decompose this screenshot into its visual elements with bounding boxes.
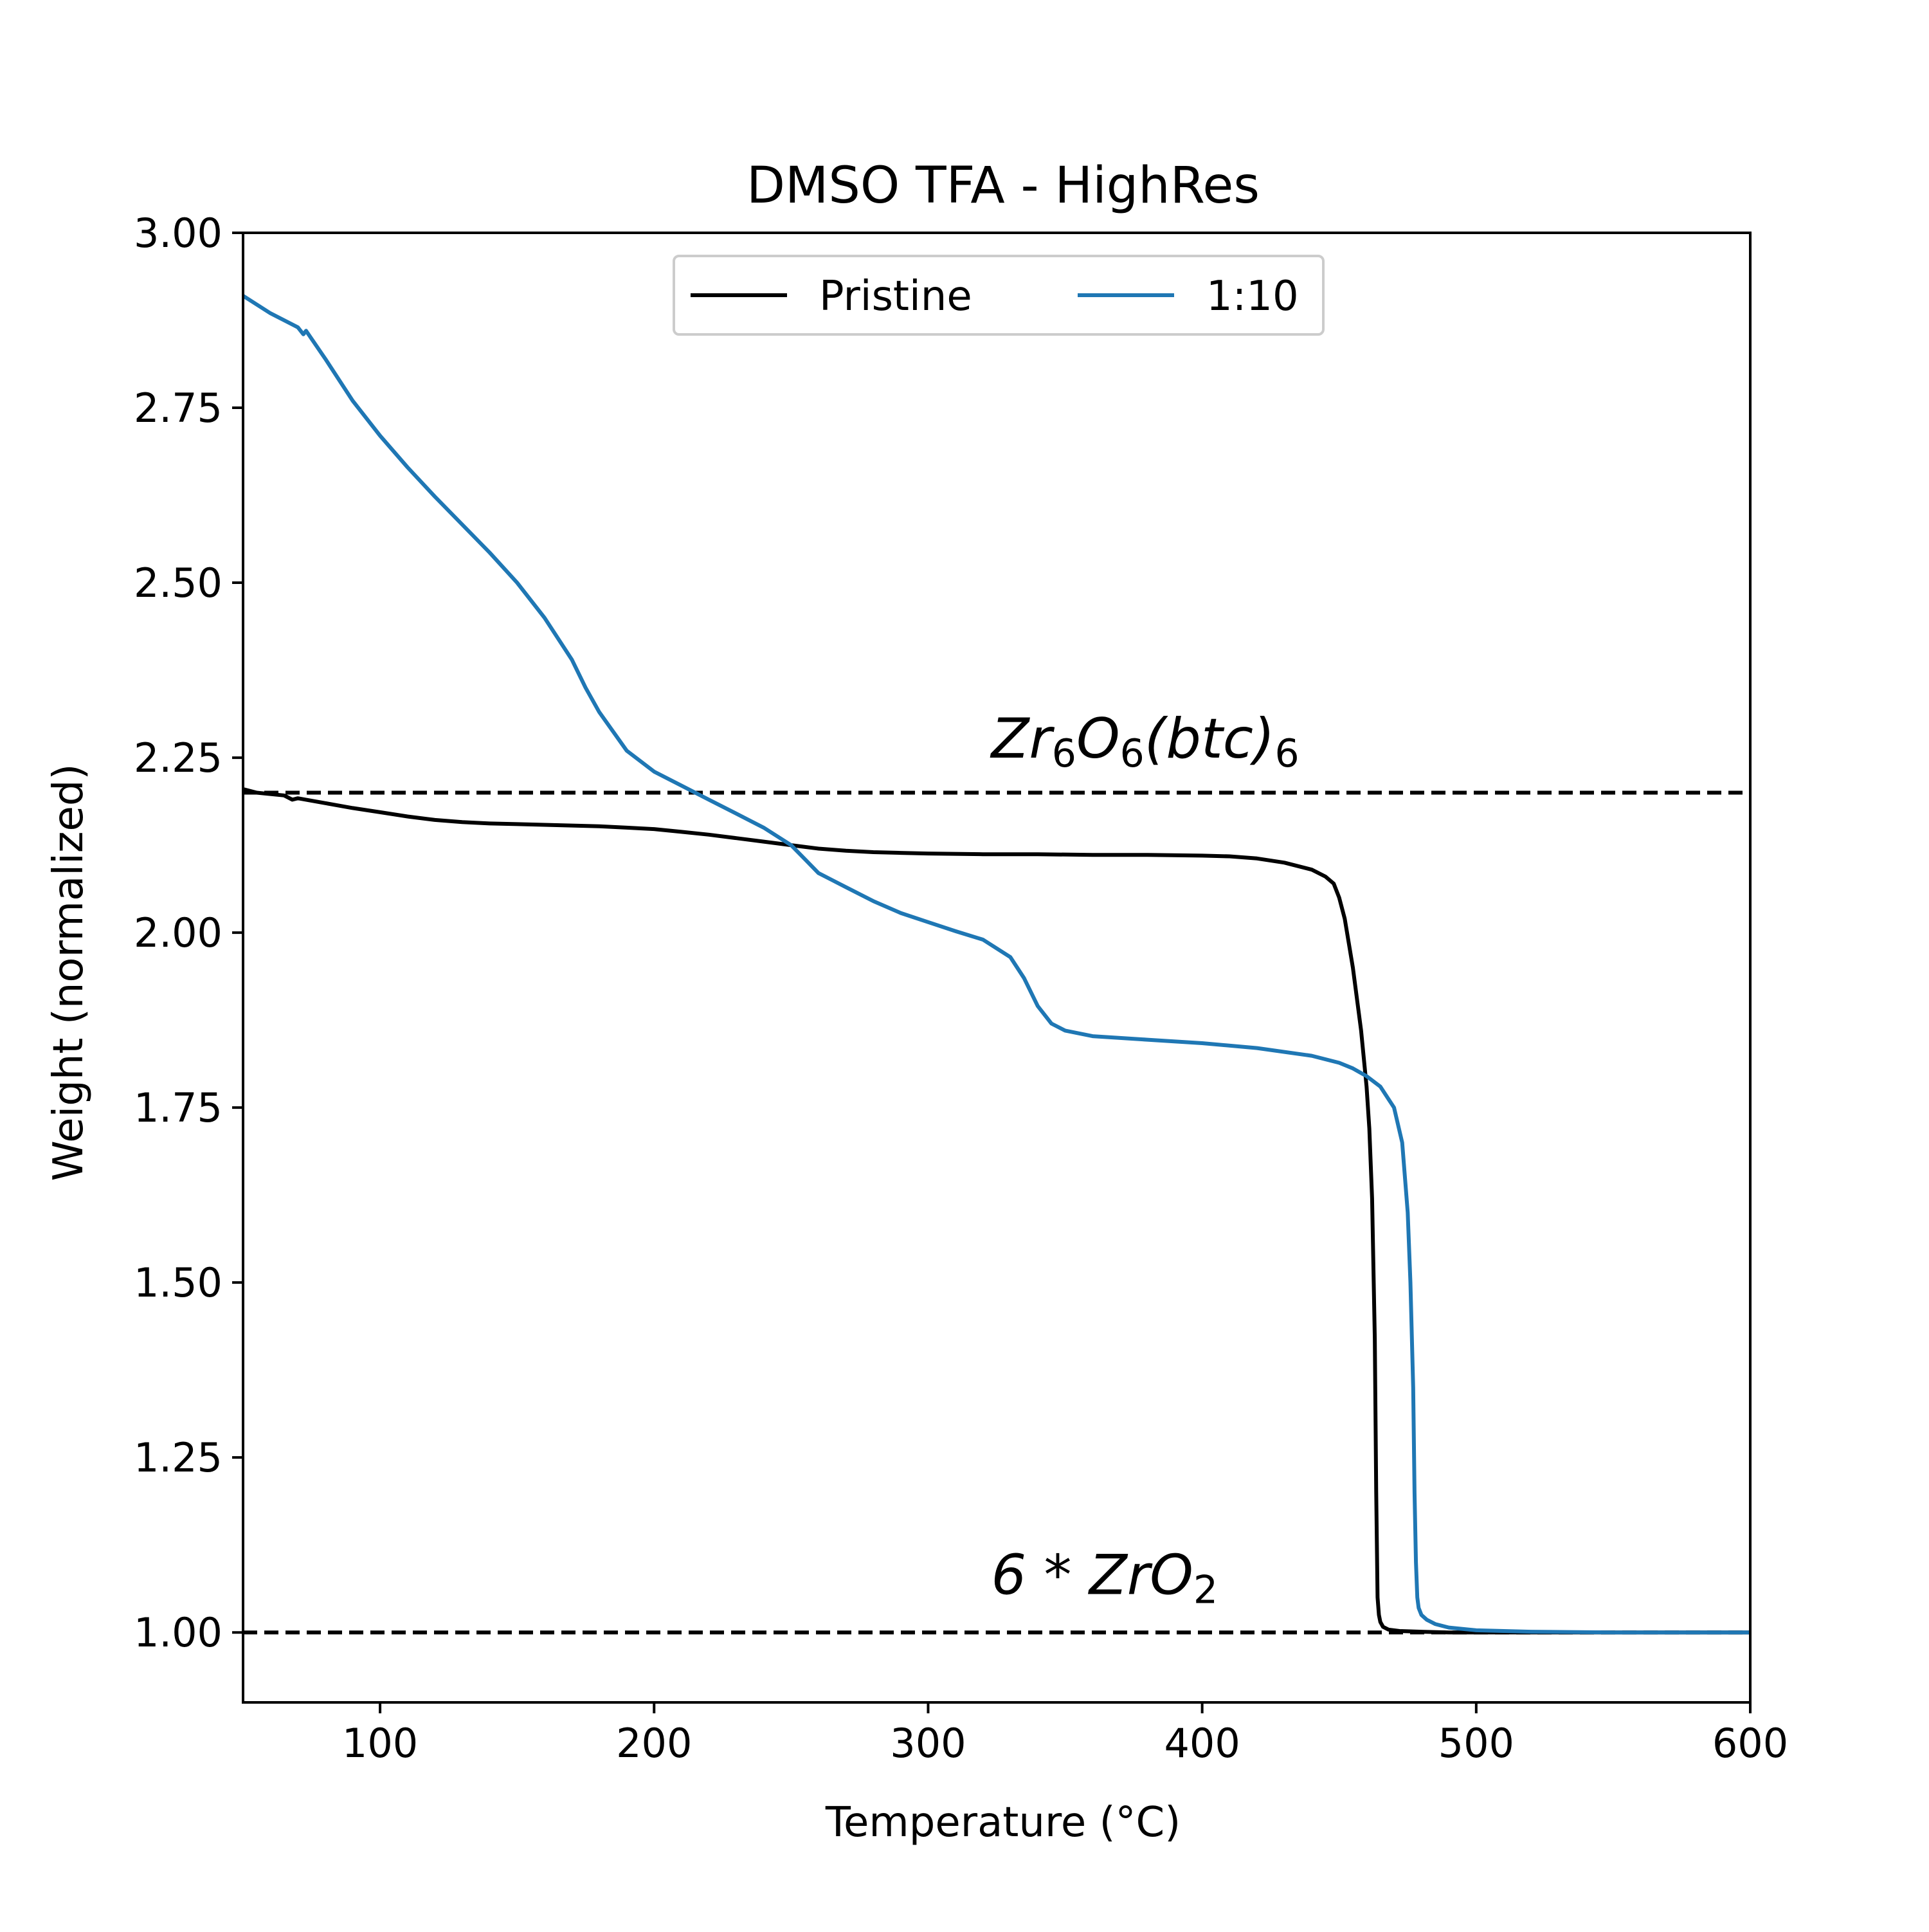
x-axis-label: Temperature (°C) (825, 1799, 1181, 1846)
x-tick-label: 300 (890, 1720, 966, 1767)
chart-title: DMSO TFA - HighRes (747, 157, 1260, 215)
x-tick-label: 100 (342, 1720, 418, 1767)
y-tick-label: 2.75 (134, 385, 222, 432)
legend-label-1: Pristine (819, 273, 972, 320)
legend: Pristine 1:10 (673, 255, 1325, 336)
legend-label-2: 1:10 (1206, 273, 1299, 320)
legend-box (673, 255, 1325, 336)
y-tick-label: 2.00 (134, 909, 222, 956)
axes: 100 200 300 400 500 600 1.00 1.25 1.50 1.75 2.00 2.… (134, 210, 1788, 1767)
axes-frame (242, 232, 1752, 1704)
x-tick-label: 600 (1712, 1720, 1788, 1767)
reference-label-1: Zr6O6(btc)6 (990, 707, 1299, 776)
y-tick-label: 1.50 (134, 1259, 222, 1306)
y-tick-label: 1.75 (134, 1084, 222, 1131)
y-axis-label: Weight (normalized) (45, 764, 93, 1181)
y-tick-label: 1.25 (134, 1434, 222, 1481)
x-tick-label: 200 (616, 1720, 692, 1767)
x-tick-label: 400 (1164, 1720, 1240, 1767)
reference-label-2: 6 * ZrO2 (991, 1543, 1218, 1612)
y-tick-label: 3.00 (134, 210, 222, 257)
x-tick-label: 500 (1438, 1720, 1514, 1767)
series-line-1 (243, 787, 1750, 1635)
plot-area: Zr6O6(btc)6 6 * ZrO2 (243, 293, 1750, 1635)
y-tick-label: 2.25 (134, 734, 222, 781)
y-tick-label: 2.50 (134, 560, 222, 606)
y-tick-label: 1.00 (134, 1609, 222, 1656)
series-line-2 (243, 293, 1750, 1635)
